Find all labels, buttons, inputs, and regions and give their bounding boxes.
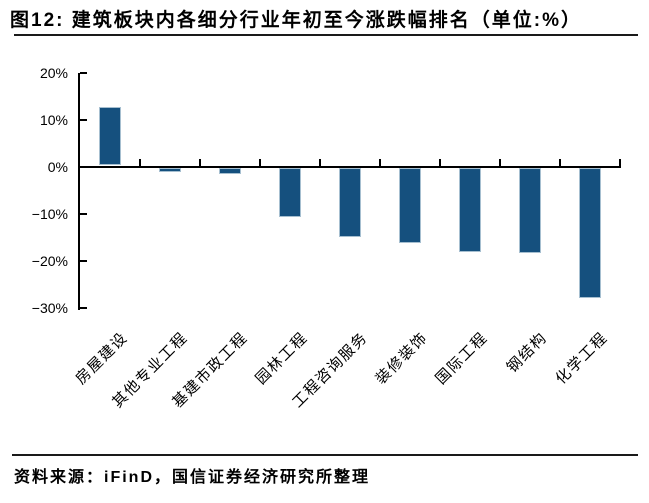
y-axis-line	[78, 72, 80, 310]
category-label: 化学工程	[552, 329, 612, 388]
figure-title: 图12: 建筑板块内各细分行业年初至今涨跌幅排名（单位:%）	[10, 10, 582, 31]
bar	[399, 167, 421, 243]
y-axis-tick-label: 20%	[39, 64, 68, 81]
source-note: 资料来源：iFinD，国信证券经济研究所整理	[14, 469, 370, 486]
y-axis-tick-label: −30%	[31, 299, 68, 316]
bar	[579, 167, 601, 299]
y-axis-tick-label: 10%	[39, 111, 68, 128]
x-axis-tick	[139, 158, 141, 166]
y-axis-tick	[80, 118, 87, 121]
category-label: 房屋建设	[72, 329, 132, 388]
x-axis-tick	[559, 158, 561, 166]
y-axis-tick	[80, 306, 87, 309]
bar	[459, 167, 481, 252]
category-label: 钢结构	[504, 329, 552, 377]
y-axis-tick	[80, 71, 87, 74]
title-underline	[14, 34, 638, 36]
x-axis-tick	[259, 158, 261, 166]
bar	[99, 106, 121, 166]
source-divider	[12, 454, 638, 456]
x-axis-tick	[199, 158, 201, 166]
bar	[219, 167, 241, 175]
y-axis-tick-label: 0%	[47, 158, 68, 175]
category-label: 装修装饰	[372, 329, 432, 388]
x-axis-tick	[619, 158, 621, 166]
x-axis-tick	[499, 158, 501, 166]
x-axis-tick	[319, 158, 321, 166]
y-axis-tick	[80, 259, 87, 262]
x-axis-tick	[379, 158, 381, 166]
bar	[339, 167, 361, 237]
y-axis-tick	[80, 212, 87, 215]
category-label: 园林工程	[252, 329, 312, 388]
bar	[519, 167, 541, 253]
x-axis-tick	[439, 158, 441, 166]
bar	[159, 167, 181, 172]
y-axis-tick-label: −10%	[31, 205, 68, 222]
bar	[279, 167, 301, 218]
category-label: 国际工程	[432, 329, 492, 388]
x-axis-line	[78, 165, 621, 168]
y-axis-tick-label: −20%	[31, 252, 68, 269]
